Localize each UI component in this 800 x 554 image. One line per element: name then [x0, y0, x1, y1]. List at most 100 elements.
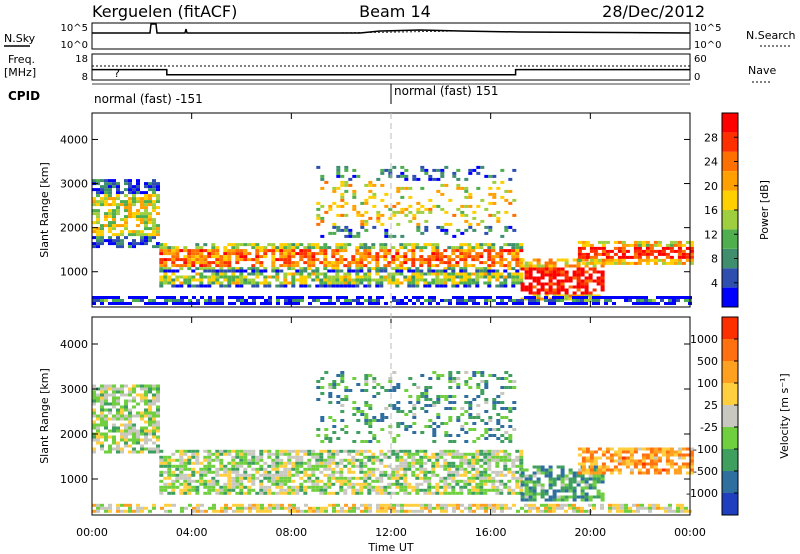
range-gate-cell	[343, 450, 347, 453]
range-gate-cell	[561, 481, 565, 484]
range-gate-cell	[360, 410, 364, 413]
range-gate-cell	[472, 211, 476, 214]
range-gate-cell	[403, 246, 407, 249]
range-gate-cell	[678, 256, 682, 259]
range-gate-cell	[415, 462, 419, 465]
range-gate-cell	[537, 493, 541, 496]
range-gate-cell	[148, 433, 152, 436]
range-gate-cell	[331, 462, 335, 465]
range-gate-cell	[204, 510, 208, 513]
range-gate-cell	[467, 285, 471, 288]
range-gate-cell	[614, 262, 618, 265]
range-gate-cell	[216, 510, 220, 513]
range-gate-cell	[503, 483, 507, 486]
range-gate-cell	[416, 208, 420, 211]
range-gate-cell	[468, 299, 472, 302]
range-gate-cell	[622, 262, 626, 265]
range-gate-cell	[456, 419, 460, 422]
range-gate-cell	[268, 510, 272, 513]
colorbar-tick-label: 500	[697, 355, 718, 368]
range-gate-cell	[484, 504, 488, 507]
range-gate-cell	[424, 389, 428, 392]
range-gate-cell	[116, 236, 120, 239]
range-gate-cell	[376, 178, 380, 181]
range-gate-cell	[128, 445, 132, 448]
range-gate-cell	[156, 233, 160, 236]
range-gate-cell	[128, 182, 132, 185]
range-gate-cell	[124, 394, 128, 397]
range-gate-cell	[163, 456, 167, 459]
range-gate-cell	[388, 389, 392, 392]
range-gate-cell	[152, 415, 156, 418]
range-gate-cell	[593, 268, 597, 271]
range-gate-cell	[251, 456, 255, 459]
range-gate-cell	[423, 246, 427, 249]
range-gate-cell	[455, 492, 459, 495]
range-gate-cell	[553, 484, 557, 487]
range-gate-cell	[448, 440, 452, 443]
range-gate-cell	[376, 220, 380, 223]
range-gate-cell	[195, 450, 199, 453]
range-gate-cell	[383, 492, 387, 495]
range-gate-cell	[553, 274, 557, 277]
range-gate-cell	[444, 422, 448, 425]
range-gate-cell	[412, 214, 416, 217]
range-gate-cell	[359, 462, 363, 465]
range-gate-cell	[468, 226, 472, 229]
range-gate-cell	[602, 463, 606, 466]
range-gate-cell	[283, 477, 287, 480]
range-gate-cell	[199, 261, 203, 264]
range-gate-cell	[216, 302, 220, 305]
range-gate-cell	[487, 489, 491, 492]
range-gate-cell	[239, 489, 243, 492]
range-gate-cell	[496, 437, 500, 440]
range-gate-cell	[319, 456, 323, 459]
range-gate-cell	[116, 212, 120, 215]
range-gate-cell	[439, 252, 443, 255]
range-gate-cell	[391, 453, 395, 456]
range-gate-cell	[399, 273, 403, 276]
range-gate-cell	[240, 299, 244, 302]
range-gate-cell	[291, 282, 295, 285]
range-gate-cell	[668, 302, 672, 305]
range-gate-cell	[480, 507, 484, 510]
range-gate-cell	[359, 465, 363, 468]
range-gate-cell	[296, 510, 300, 513]
range-gate-cell	[491, 249, 495, 252]
range-gate-cell	[507, 459, 511, 462]
range-gate-cell	[444, 166, 448, 169]
range-gate-cell	[428, 211, 432, 214]
range-gate-cell	[327, 477, 331, 480]
range-gate-cell	[332, 302, 336, 305]
range-gate-cell	[573, 499, 577, 502]
range-gate-cell	[207, 282, 211, 285]
range-gate-cell	[92, 439, 96, 442]
range-gate-cell	[96, 299, 100, 302]
range-gate-cell	[484, 422, 488, 425]
range-gate-cell	[577, 484, 581, 487]
range-gate-cell	[247, 492, 251, 495]
range-gate-cell	[428, 178, 432, 181]
range-gate-cell	[271, 246, 275, 249]
range-gate-cell	[320, 392, 324, 395]
range-gate-cell	[264, 510, 268, 513]
range-gate-cell	[480, 296, 484, 299]
range-gate-cell	[666, 463, 670, 466]
range-gate-cell	[352, 190, 356, 193]
range-gate-cell	[331, 282, 335, 285]
range-gate-cell	[288, 504, 292, 507]
range-gate-cell	[577, 274, 581, 277]
range-gate-cell	[140, 236, 144, 239]
range-gate-cell	[573, 265, 577, 268]
range-gate-cell	[156, 439, 160, 442]
range-gate-cell	[311, 471, 315, 474]
range-gate-cell	[662, 247, 666, 250]
range-gate-cell	[376, 392, 380, 395]
range-gate-cell	[292, 510, 296, 513]
range-gate-cell	[316, 434, 320, 437]
range-gate-cell	[199, 483, 203, 486]
range-gate-cell	[116, 427, 120, 430]
range-gate-cell	[447, 462, 451, 465]
range-gate-cell	[541, 484, 545, 487]
range-gate-cell	[319, 459, 323, 462]
